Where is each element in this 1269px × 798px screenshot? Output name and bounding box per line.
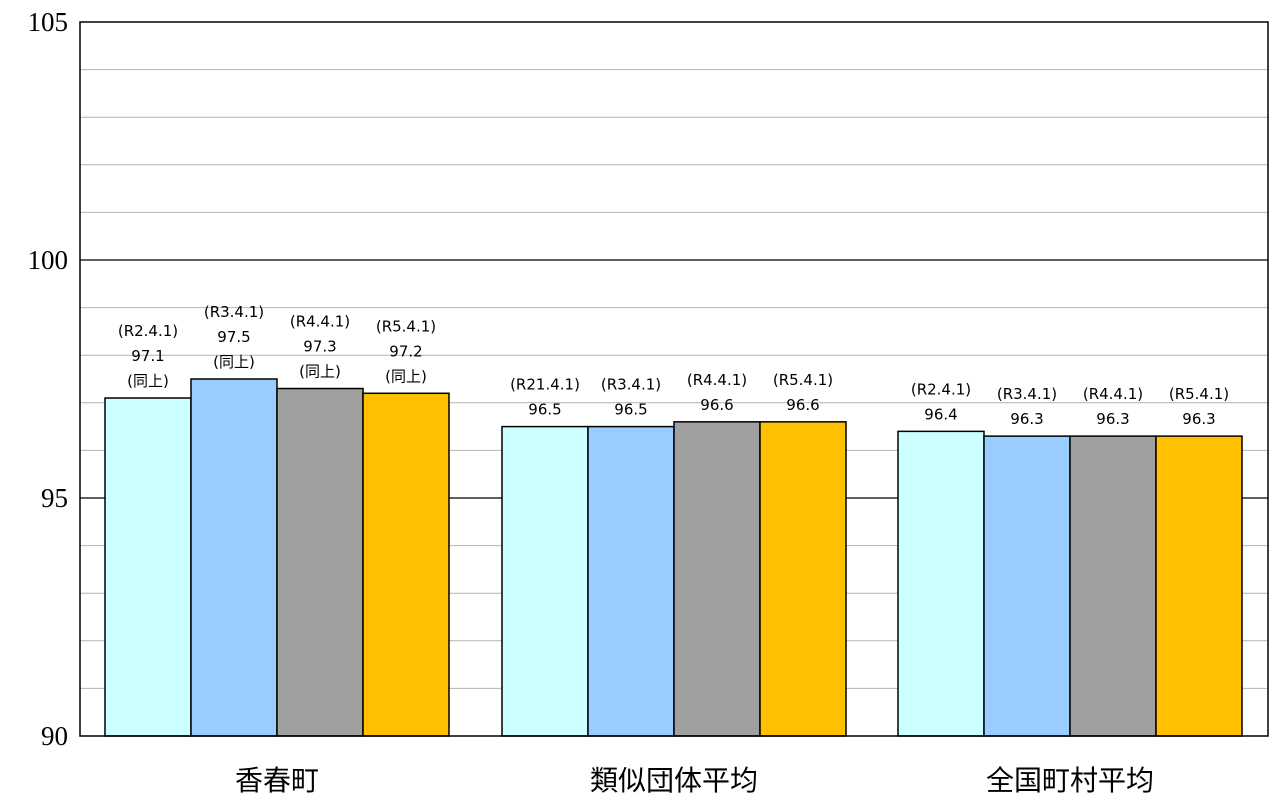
bar: [1069, 435, 1157, 737]
data-label: (R4.4.1): [687, 371, 747, 389]
data-label: 97.2: [389, 342, 422, 360]
data-label: (R5.4.1): [773, 371, 833, 389]
data-label: (R2.4.1): [911, 380, 971, 398]
data-label: (R2.4.1): [118, 322, 178, 340]
data-label: (R5.4.1): [1169, 385, 1229, 403]
x-axis-categories: 香春町 類似団体平均 全国町村平均: [235, 764, 1154, 797]
bar: [759, 421, 847, 737]
category-label: 全国町村平均: [986, 764, 1154, 797]
data-label: 96.6: [786, 396, 819, 414]
data-label: 96.3: [1010, 410, 1043, 428]
plot-border: [79, 21, 1269, 737]
y-tick-label: 105: [28, 7, 69, 37]
category-label: 香春町: [235, 764, 319, 797]
data-label: (同上): [299, 363, 341, 381]
data-label: (R4.4.1): [290, 313, 350, 331]
bar: [1155, 435, 1243, 737]
data-label: (R3.4.1): [601, 376, 661, 394]
bar: [104, 397, 192, 737]
data-label: 96.6: [700, 396, 733, 414]
data-label: (R3.4.1): [204, 303, 264, 321]
data-label: 96.5: [614, 401, 647, 419]
bar: [587, 425, 675, 737]
data-label: 97.5: [217, 328, 250, 346]
bar: [673, 421, 761, 737]
bar: [983, 435, 1071, 737]
y-tick-label: 100: [28, 245, 69, 275]
data-label: 96.4: [924, 405, 957, 423]
bar: [897, 430, 985, 737]
data-label: (同上): [385, 367, 427, 385]
y-tick-label: 90: [41, 721, 68, 751]
bar: [276, 387, 364, 737]
category-label: 類似団体平均: [590, 764, 758, 797]
bar: [362, 392, 450, 737]
data-label: (同上): [127, 372, 169, 390]
data-label: 96.3: [1182, 410, 1215, 428]
data-label: (同上): [213, 353, 255, 371]
data-label: 97.3: [303, 338, 336, 356]
data-label: (R3.4.1): [997, 385, 1057, 403]
data-label: 97.1: [131, 347, 164, 365]
data-labels: (R2.4.1) 97.1 (同上) (R3.4.1) 97.5 (同上) (R4.4.1)…: [118, 303, 1229, 428]
data-label: 96.5: [528, 401, 561, 419]
bars: [104, 378, 1243, 737]
y-tick-label: 95: [41, 483, 68, 513]
data-label: (R21.4.1): [510, 376, 580, 394]
data-label: (R5.4.1): [376, 317, 436, 335]
y-axis-ticks: 90 95 100 105: [28, 7, 69, 751]
bar: [501, 425, 589, 737]
data-label: (R4.4.1): [1083, 385, 1143, 403]
bar: [190, 378, 278, 737]
data-label: 96.3: [1096, 410, 1129, 428]
